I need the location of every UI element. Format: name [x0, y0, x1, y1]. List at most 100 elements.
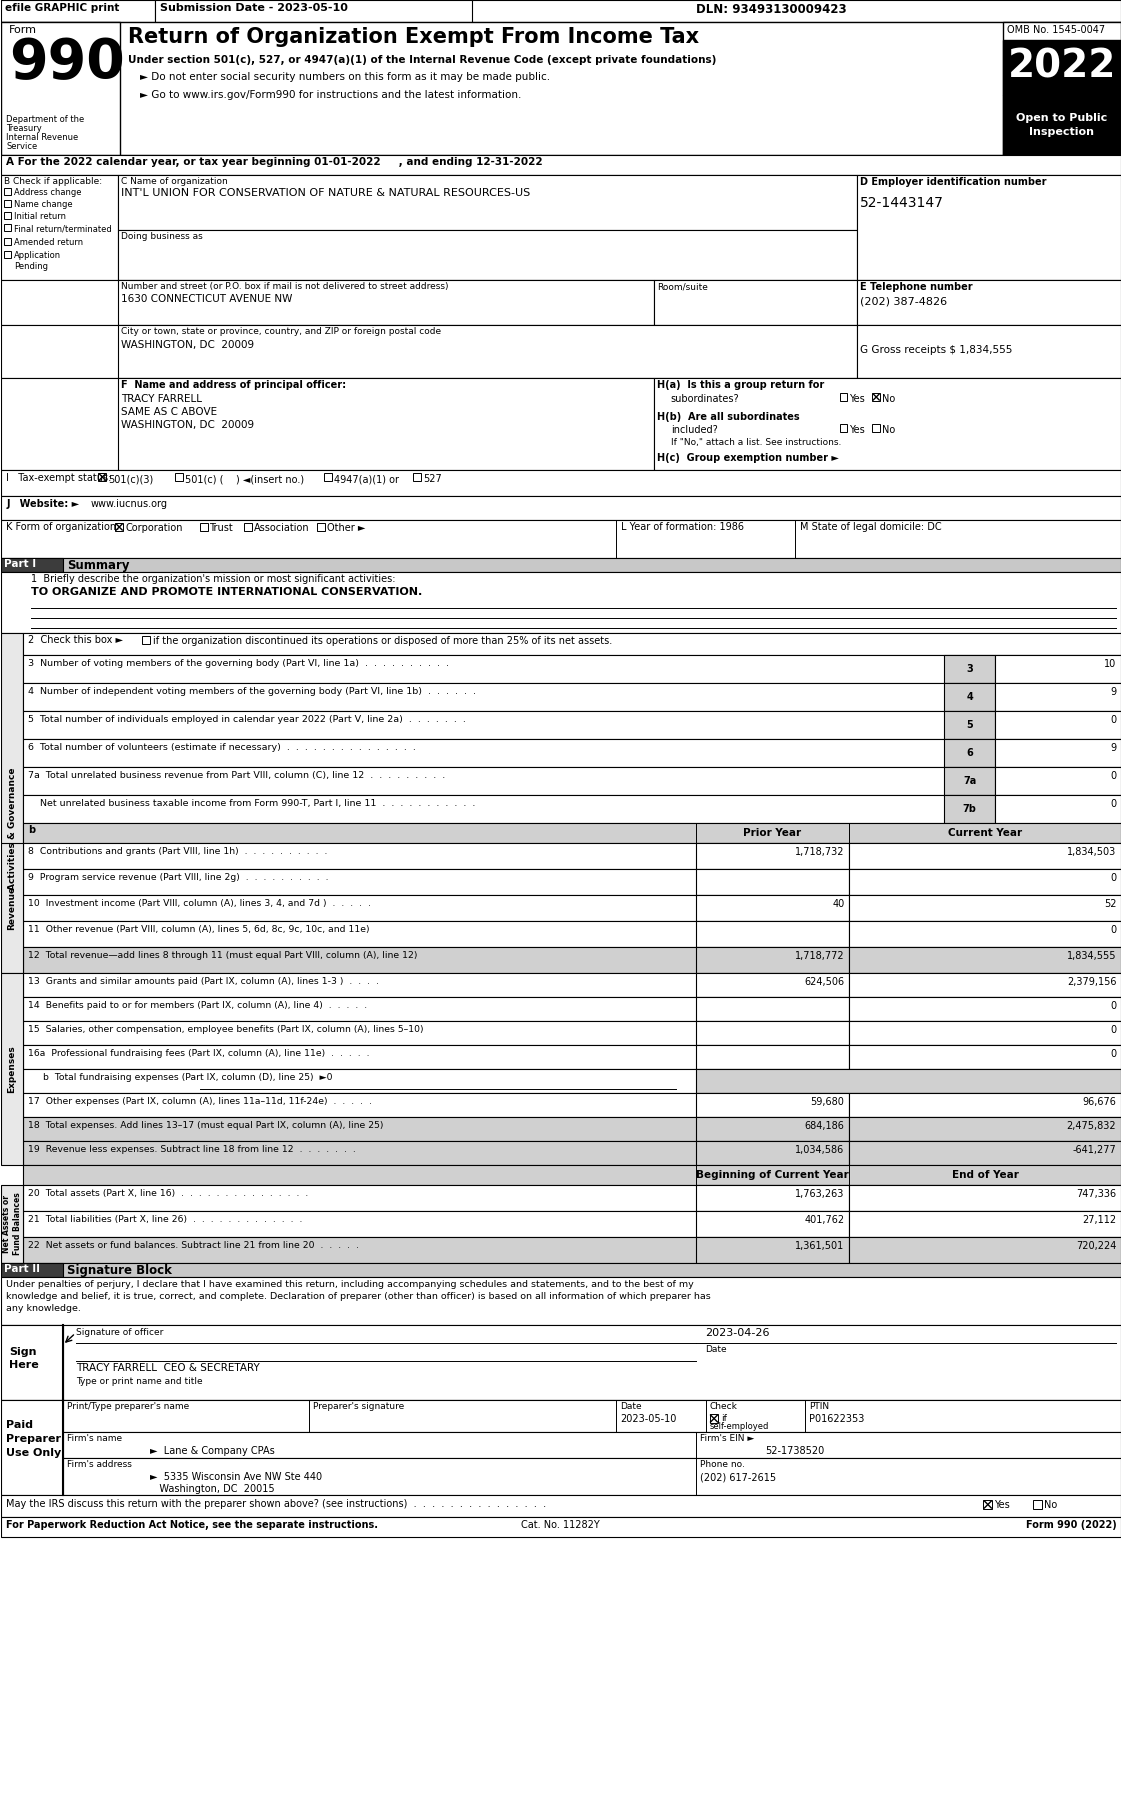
Text: 9  Program service revenue (Part VIII, line 2g)  .  .  .  .  .  .  .  .  .  .: 9 Program service revenue (Part VIII, li… — [28, 873, 329, 882]
Text: 9: 9 — [1110, 688, 1117, 697]
Text: 12  Total revenue—add lines 8 through 11 (must equal Part VIII, column (A), line: 12 Total revenue—add lines 8 through 11 … — [28, 951, 418, 960]
Bar — [695, 1212, 849, 1237]
Text: if the organization discontinued its operations or disposed of more than 25% of : if the organization discontinued its ope… — [152, 637, 612, 646]
Bar — [119, 230, 857, 279]
Bar — [695, 1117, 849, 1141]
Bar — [1, 495, 1121, 521]
Text: Expenses: Expenses — [8, 1045, 17, 1092]
Text: ►  5335 Wisconsin Ave NW Ste 440: ► 5335 Wisconsin Ave NW Ste 440 — [150, 1471, 322, 1482]
Bar — [1, 174, 119, 279]
Text: SAME AS C ABOVE: SAME AS C ABOVE — [121, 406, 218, 417]
Bar — [5, 200, 11, 207]
Bar — [23, 998, 1121, 1021]
Bar — [849, 1117, 1121, 1141]
Text: No: No — [1044, 1500, 1057, 1509]
Text: INT'L UNION FOR CONSERVATION OF NATURE & NATURAL RESOURCES-US: INT'L UNION FOR CONSERVATION OF NATURE &… — [121, 189, 531, 198]
Text: 5: 5 — [966, 720, 973, 729]
Text: M State of legal domicile: DC: M State of legal domicile: DC — [799, 522, 942, 532]
Bar — [5, 223, 11, 230]
Text: Net unrelated business taxable income from Form 990-T, Part I, line 11  .  .  . : Net unrelated business taxable income fr… — [28, 798, 475, 807]
Bar — [695, 894, 849, 922]
Text: Return of Organization Exempt From Income Tax: Return of Organization Exempt From Incom… — [129, 27, 699, 47]
Text: 3: 3 — [966, 664, 973, 675]
Bar — [200, 522, 208, 532]
Bar — [23, 922, 1121, 947]
Text: Submission Date - 2023-05-10: Submission Date - 2023-05-10 — [160, 4, 348, 13]
Text: 1,718,772: 1,718,772 — [795, 951, 844, 961]
Text: E Telephone number: E Telephone number — [860, 281, 973, 292]
Text: Check: Check — [709, 1402, 737, 1411]
Text: Initial return: Initial return — [14, 212, 67, 221]
Bar — [98, 473, 106, 481]
Text: Other ►: Other ► — [326, 522, 365, 533]
Bar — [23, 655, 1121, 684]
Bar — [23, 1068, 1121, 1094]
Bar — [1, 633, 23, 1025]
Bar — [244, 522, 252, 532]
Text: 7a  Total unrelated business revenue from Part VIII, column (C), line 12  .  .  : 7a Total unrelated business revenue from… — [28, 771, 445, 780]
Text: Type or print name and title: Type or print name and title — [76, 1377, 202, 1386]
Text: End of Year: End of Year — [952, 1170, 1018, 1179]
Bar — [63, 1458, 1121, 1495]
Text: 684,186: 684,186 — [805, 1121, 844, 1130]
Text: Application: Application — [14, 250, 61, 259]
Text: 15  Salaries, other compensation, employee benefits (Part IX, column (A), lines : 15 Salaries, other compensation, employe… — [28, 1025, 423, 1034]
Text: Firm's EIN ►: Firm's EIN ► — [700, 1435, 754, 1442]
Text: 2  Check this box ►: 2 Check this box ► — [28, 635, 123, 646]
Bar — [413, 473, 421, 481]
Text: Activities & Governance: Activities & Governance — [8, 767, 17, 891]
Bar — [23, 738, 1121, 767]
Text: Department of the: Department of the — [6, 114, 85, 123]
Text: 501(c) (    ) ◄(insert no.): 501(c) ( ) ◄(insert no.) — [185, 473, 304, 484]
Bar — [1, 1400, 1121, 1495]
Bar — [849, 998, 1121, 1021]
Text: Paid: Paid — [6, 1420, 33, 1429]
Bar — [944, 655, 996, 684]
Bar — [5, 238, 11, 245]
Bar — [996, 795, 1121, 824]
Bar — [175, 473, 183, 481]
Bar — [1004, 22, 1121, 154]
Bar — [1, 1495, 1121, 1517]
Bar — [849, 972, 1121, 998]
Bar — [1, 0, 1121, 22]
Text: 0: 0 — [1110, 715, 1117, 726]
Text: DLN: 93493130009423: DLN: 93493130009423 — [695, 4, 847, 16]
Bar — [1, 559, 63, 571]
Text: 20  Total assets (Part X, line 16)  .  .  .  .  .  .  .  .  .  .  .  .  .  .  .: 20 Total assets (Part X, line 16) . . . … — [28, 1188, 308, 1197]
Text: 747,336: 747,336 — [1076, 1188, 1117, 1199]
Text: WASHINGTON, DC  20009: WASHINGTON, DC 20009 — [121, 421, 254, 430]
Text: 0: 0 — [1110, 771, 1117, 782]
Bar — [1, 0, 155, 22]
Text: TO ORGANIZE AND PROMOTE INTERNATIONAL CONSERVATION.: TO ORGANIZE AND PROMOTE INTERNATIONAL CO… — [30, 588, 422, 597]
Bar — [63, 1431, 1121, 1458]
Text: 0: 0 — [1110, 1001, 1117, 1010]
Text: May the IRS discuss this return with the preparer shown above? (see instructions: May the IRS discuss this return with the… — [6, 1498, 546, 1509]
Bar — [695, 1185, 849, 1212]
Text: (202) 617-2615: (202) 617-2615 — [700, 1471, 776, 1482]
Bar — [944, 711, 996, 738]
Text: Under penalties of perjury, I declare that I have examined this return, includin: Under penalties of perjury, I declare th… — [6, 1281, 694, 1290]
Bar — [119, 174, 857, 230]
Bar — [695, 922, 849, 947]
Text: Name change: Name change — [14, 200, 72, 209]
Text: Cat. No. 11282Y: Cat. No. 11282Y — [522, 1520, 601, 1529]
Text: Trust: Trust — [210, 522, 234, 533]
Text: Association: Association — [254, 522, 309, 533]
Bar — [695, 1237, 849, 1263]
Bar — [119, 377, 654, 470]
Text: 16a  Professional fundraising fees (Part IX, column (A), line 11e)  .  .  .  .  : 16a Professional fundraising fees (Part … — [28, 1048, 369, 1058]
Bar — [23, 1021, 1121, 1045]
Text: Signature Block: Signature Block — [67, 1264, 172, 1277]
Bar — [1, 22, 1121, 154]
Bar — [23, 1165, 1121, 1185]
Bar — [1004, 40, 1121, 94]
Text: 0: 0 — [1110, 873, 1117, 883]
Bar — [23, 795, 1121, 824]
Text: 720,224: 720,224 — [1076, 1241, 1117, 1252]
Bar — [119, 279, 654, 325]
Bar — [709, 1413, 718, 1422]
Text: 13  Grants and similar amounts paid (Part IX, column (A), lines 1-3 )  .  .  .  : 13 Grants and similar amounts paid (Part… — [28, 978, 379, 987]
Bar — [695, 844, 849, 869]
Text: 527: 527 — [423, 473, 441, 484]
